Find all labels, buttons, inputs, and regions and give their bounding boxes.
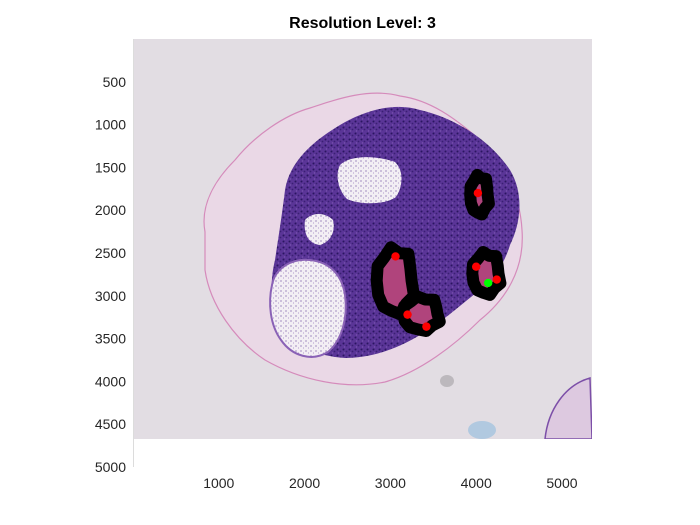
y-tick-label: 1500	[95, 159, 126, 175]
red-marker-point	[422, 322, 431, 331]
red-marker-point	[403, 310, 412, 319]
pale-region-small	[304, 214, 334, 245]
cyst-region	[269, 258, 347, 358]
corner-tissue	[544, 377, 592, 439]
red-marker-point	[391, 252, 400, 261]
histology-image	[133, 39, 592, 439]
red-marker-point	[471, 262, 481, 271]
axes: 1000 2000 3000 4000 5000 500 1000 1500 2000 2500…	[95, 39, 578, 491]
x-tick-label: 5000	[546, 475, 577, 491]
x-tick-labels: 1000 2000 3000 4000 5000	[203, 475, 578, 491]
y-tick-label: 2500	[95, 245, 126, 261]
green-marker-point	[483, 278, 493, 288]
x-tick-label: 1000	[203, 475, 234, 491]
blue-smudge	[468, 421, 496, 439]
red-marker-point	[492, 275, 501, 284]
y-tick-label: 500	[103, 74, 127, 90]
x-tick-label: 3000	[375, 475, 406, 491]
x-tick-label: 4000	[461, 475, 492, 491]
y-tick-label: 1000	[95, 117, 126, 133]
annotation-points	[391, 188, 501, 331]
smudge	[440, 375, 454, 387]
y-tick-label: 2000	[95, 202, 126, 218]
pale-region	[337, 157, 402, 204]
x-tick-label: 2000	[289, 475, 320, 491]
y-tick-label: 4500	[95, 416, 126, 432]
y-tick-label: 3000	[95, 288, 126, 304]
roi-outline	[466, 246, 507, 301]
plot-title: Resolution Level: 3	[289, 15, 436, 32]
y-tick-labels: 500 1000 1500 2000 2500 3000 3500 4000 4500 5000	[95, 74, 126, 475]
y-tick-label: 4000	[95, 373, 126, 389]
y-tick-label: 3500	[95, 331, 126, 347]
red-marker-point	[473, 188, 483, 198]
y-tick-label: 5000	[95, 459, 126, 475]
